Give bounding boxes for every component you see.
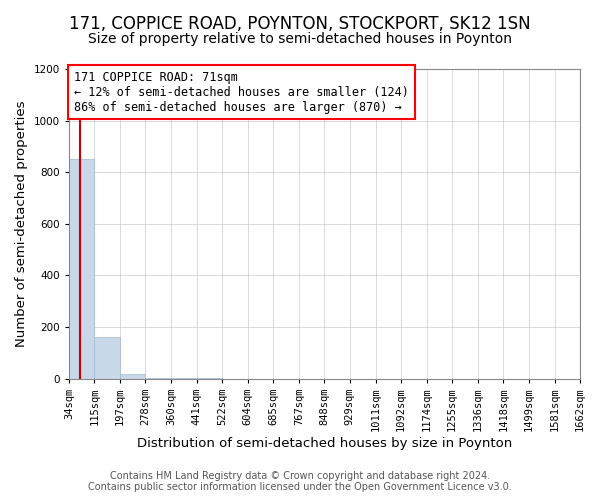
Text: Size of property relative to semi-detached houses in Poynton: Size of property relative to semi-detach…	[88, 32, 512, 46]
Text: Contains HM Land Registry data © Crown copyright and database right 2024.
Contai: Contains HM Land Registry data © Crown c…	[88, 471, 512, 492]
X-axis label: Distribution of semi-detached houses by size in Poynton: Distribution of semi-detached houses by …	[137, 437, 512, 450]
Bar	[69, 160, 94, 378]
Bar	[94, 338, 120, 378]
Text: 171, COPPICE ROAD, POYNTON, STOCKPORT, SK12 1SN: 171, COPPICE ROAD, POYNTON, STOCKPORT, S…	[69, 15, 531, 33]
Y-axis label: Number of semi-detached properties: Number of semi-detached properties	[15, 100, 28, 347]
Bar	[120, 374, 145, 378]
Text: 171 COPPICE ROAD: 71sqm
← 12% of semi-detached houses are smaller (124)
86% of s: 171 COPPICE ROAD: 71sqm ← 12% of semi-de…	[74, 70, 409, 114]
